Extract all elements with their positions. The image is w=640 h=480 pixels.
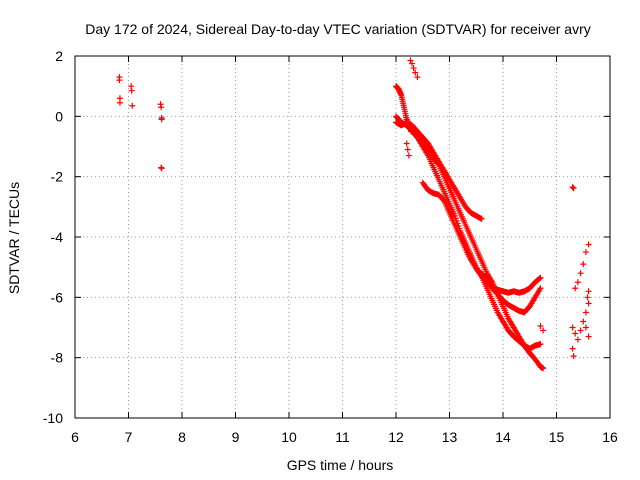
data-point: [569, 345, 576, 352]
series-trackC: [393, 119, 485, 222]
y-tick-label: -6: [51, 289, 64, 305]
series-trackA: [393, 83, 547, 372]
y-tick-label: -2: [51, 169, 64, 185]
data-point: [403, 116, 410, 123]
data-point: [570, 353, 577, 360]
data-point: [537, 285, 544, 292]
data-point: [440, 196, 447, 203]
y-tick-label: 0: [55, 108, 63, 124]
data-point: [129, 102, 136, 109]
x-tick-label: 7: [125, 429, 133, 445]
data-point: [414, 74, 421, 81]
data-point: [540, 365, 547, 372]
data-point: [404, 146, 411, 153]
series-early: [116, 74, 165, 172]
data-point: [412, 69, 419, 76]
series-late: [537, 184, 592, 360]
grid-layer: [75, 56, 610, 418]
x-tick-label: 10: [281, 429, 297, 445]
data-point: [582, 249, 589, 256]
x-tick-label: 11: [335, 429, 350, 445]
chart-title: Day 172 of 2024, Sidereal Day-to-day VTE…: [85, 21, 591, 37]
series-trackE: [478, 270, 544, 316]
data-point: [478, 215, 485, 222]
data-point: [584, 294, 591, 301]
x-axis-label: GPS time / hours: [287, 457, 394, 473]
data-point: [572, 330, 579, 337]
data-point: [569, 324, 576, 331]
data-point: [536, 275, 543, 282]
data-point: [570, 185, 577, 192]
data-point: [128, 87, 135, 94]
data-point: [577, 270, 584, 277]
data-point: [585, 241, 592, 248]
y-tick-label: -4: [51, 229, 64, 245]
data-point: [582, 309, 589, 316]
data-point: [585, 288, 592, 295]
y-tick-label: -10: [43, 410, 63, 426]
data-point: [409, 60, 416, 67]
data-point: [582, 324, 589, 331]
data-point: [574, 336, 581, 343]
data-point: [407, 128, 414, 135]
data-point: [405, 152, 412, 159]
data-point: [577, 327, 584, 334]
data-point: [116, 77, 123, 84]
data-point: [116, 99, 123, 106]
data-point: [569, 184, 576, 191]
x-tick-label: 16: [602, 429, 618, 445]
x-tick-label: 8: [178, 429, 186, 445]
data-point: [410, 65, 417, 72]
data-point: [585, 333, 592, 340]
points-layer: [116, 57, 592, 372]
data-point: [537, 341, 544, 348]
y-tick-label: -8: [51, 350, 64, 366]
x-tick-label: 6: [71, 429, 79, 445]
x-tick-label: 12: [388, 429, 404, 445]
series-trackD: [419, 179, 544, 296]
data-point: [158, 116, 165, 123]
data-point: [158, 165, 165, 172]
x-tick-label: 15: [549, 429, 565, 445]
data-point: [540, 327, 547, 334]
y-tick-label: 2: [55, 48, 63, 64]
series-branchTop: [403, 57, 421, 159]
data-point: [580, 261, 587, 268]
ticks-layer: 6 7 8 9 10 11 12 13 14 15 16 -10 -8 -6 -4 -2 0 2: [43, 48, 618, 445]
data-point: [574, 279, 581, 286]
data-point: [572, 285, 579, 292]
data-point: [537, 322, 544, 329]
data-point: [580, 318, 587, 325]
data-point: [407, 57, 414, 64]
data-point: [406, 122, 413, 129]
data-point: [585, 300, 592, 307]
x-tick-label: 13: [442, 429, 458, 445]
data-point: [537, 274, 544, 281]
x-tick-label: 9: [232, 429, 240, 445]
data-point: [158, 104, 165, 111]
x-tick-label: 14: [495, 429, 511, 445]
y-axis-label: SDTVAR / TECUs: [6, 182, 22, 294]
data-point: [403, 140, 410, 147]
